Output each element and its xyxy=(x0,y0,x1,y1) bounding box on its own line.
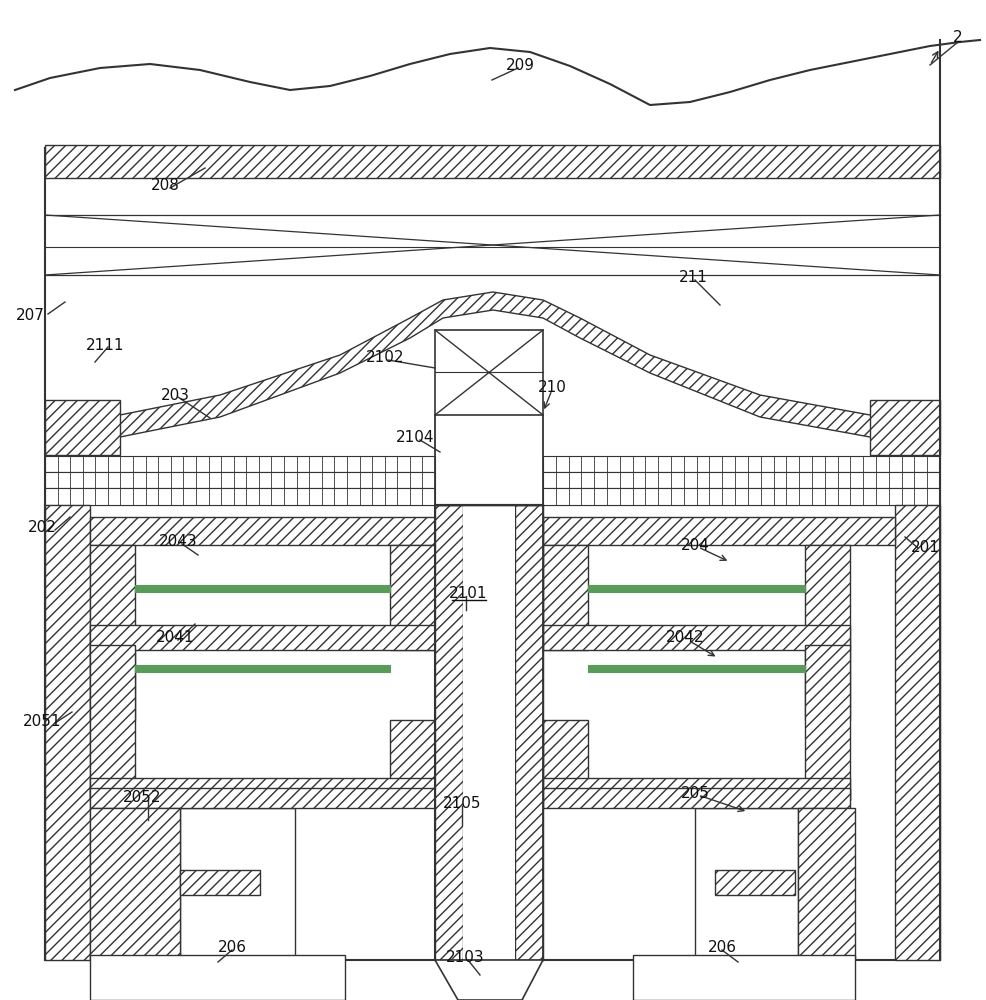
Bar xyxy=(135,585,390,592)
Text: 2041: 2041 xyxy=(156,631,194,646)
Bar xyxy=(543,472,940,488)
Bar xyxy=(45,505,940,960)
Bar xyxy=(90,625,435,650)
Bar xyxy=(45,488,435,505)
Bar xyxy=(543,778,850,800)
Bar xyxy=(90,955,345,1000)
Text: 2104: 2104 xyxy=(395,430,434,446)
Text: 2052: 2052 xyxy=(122,790,162,806)
Bar xyxy=(588,585,805,592)
Text: 2102: 2102 xyxy=(366,351,404,365)
Text: 206: 206 xyxy=(708,940,737,956)
Text: 211: 211 xyxy=(678,270,707,286)
Bar xyxy=(543,788,850,808)
Bar xyxy=(180,808,295,958)
Bar xyxy=(90,545,135,720)
Text: 2051: 2051 xyxy=(23,714,61,730)
Bar xyxy=(588,665,805,672)
Text: 2105: 2105 xyxy=(443,796,481,810)
Text: 208: 208 xyxy=(151,178,179,192)
Polygon shape xyxy=(435,960,543,1000)
Text: 206: 206 xyxy=(218,940,246,956)
Bar xyxy=(45,456,435,472)
Bar xyxy=(715,870,795,895)
Bar xyxy=(435,505,463,960)
Bar xyxy=(458,962,522,1000)
Bar xyxy=(543,720,588,800)
Text: 204: 204 xyxy=(680,538,710,552)
Bar xyxy=(695,808,798,958)
Bar xyxy=(45,400,120,455)
Bar xyxy=(90,788,435,808)
Text: 2101: 2101 xyxy=(449,585,487,600)
Bar xyxy=(805,545,850,720)
Text: 209: 209 xyxy=(506,57,534,73)
Bar xyxy=(180,870,260,895)
Bar xyxy=(45,145,940,178)
Text: 203: 203 xyxy=(161,387,189,402)
Bar xyxy=(543,517,895,545)
Text: 2042: 2042 xyxy=(666,631,704,646)
Bar xyxy=(90,778,435,800)
Bar xyxy=(435,505,543,960)
Text: 210: 210 xyxy=(537,380,566,395)
Bar xyxy=(90,808,180,960)
Bar xyxy=(895,505,940,960)
Text: 207: 207 xyxy=(16,308,44,322)
Bar xyxy=(543,456,940,472)
Text: 2: 2 xyxy=(953,30,962,45)
Text: 201: 201 xyxy=(910,540,940,556)
Bar xyxy=(798,808,855,960)
Bar xyxy=(543,545,588,650)
Bar xyxy=(90,645,135,800)
Bar xyxy=(870,400,940,455)
Text: 2103: 2103 xyxy=(446,950,484,966)
Bar xyxy=(543,488,940,505)
Bar xyxy=(633,955,855,1000)
Polygon shape xyxy=(45,292,940,445)
Text: 2111: 2111 xyxy=(86,338,124,353)
Bar xyxy=(543,625,850,650)
Text: 205: 205 xyxy=(680,786,710,800)
Bar xyxy=(463,505,515,960)
Bar xyxy=(390,720,435,800)
Text: 2043: 2043 xyxy=(159,534,197,550)
Bar xyxy=(45,472,435,488)
Bar xyxy=(135,665,390,672)
Text: 202: 202 xyxy=(28,520,56,536)
Bar xyxy=(805,645,850,800)
Bar xyxy=(45,505,90,960)
Bar xyxy=(90,517,435,545)
Bar xyxy=(515,505,543,960)
Bar xyxy=(435,330,543,415)
Bar xyxy=(390,545,435,650)
